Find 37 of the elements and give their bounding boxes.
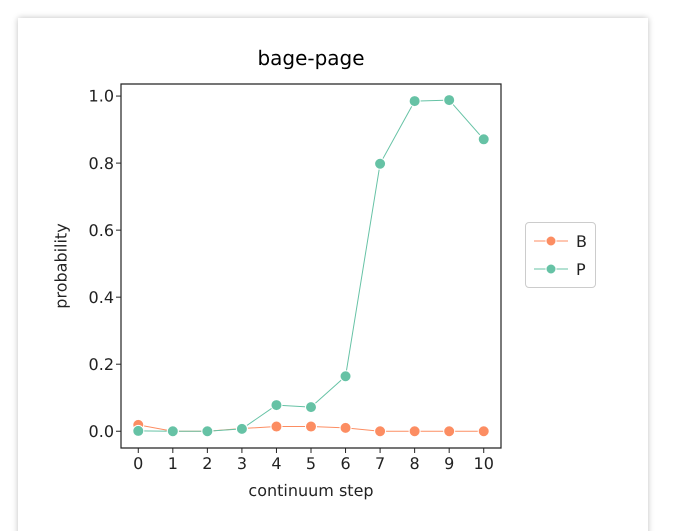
point bbox=[270, 399, 282, 412]
x-tick-label: 3 bbox=[236, 454, 248, 473]
point bbox=[408, 425, 421, 438]
point bbox=[443, 425, 456, 438]
x-tick-label: 5 bbox=[306, 454, 316, 473]
x-tick-label: 8 bbox=[410, 454, 420, 473]
y-tick-label: 0.4 bbox=[88, 288, 114, 307]
y-axis-title: probability bbox=[52, 223, 71, 309]
point bbox=[340, 422, 352, 434]
point bbox=[408, 95, 421, 108]
point bbox=[374, 158, 386, 170]
x-tick-label: 10 bbox=[474, 454, 494, 473]
y-tick-label: 1.0 bbox=[88, 86, 114, 106]
point bbox=[132, 424, 144, 437]
x-axis-title: continuum step bbox=[248, 481, 374, 500]
legend-label: P bbox=[576, 260, 586, 278]
x-tick-label: 4 bbox=[271, 454, 282, 473]
x-tick-label: 2 bbox=[202, 454, 212, 473]
point bbox=[305, 401, 317, 414]
point bbox=[478, 133, 490, 146]
x-tick-label: 9 bbox=[444, 454, 454, 473]
point bbox=[270, 420, 282, 433]
y-tick-label: 0.6 bbox=[88, 220, 114, 240]
y-tick-label: 0.2 bbox=[88, 354, 114, 374]
point bbox=[305, 420, 317, 433]
point bbox=[340, 370, 352, 382]
point bbox=[443, 94, 456, 106]
x-tick-label: 6 bbox=[340, 454, 351, 473]
x-tick-label: 0 bbox=[133, 454, 144, 473]
x-tick-label: 7 bbox=[374, 454, 386, 473]
x-tick-label: 1 bbox=[168, 454, 178, 473]
y-tick-label: 0.8 bbox=[88, 154, 114, 173]
point bbox=[478, 425, 490, 438]
point bbox=[374, 425, 386, 438]
chart-title: bage-page bbox=[256, 46, 366, 70]
y-tick-label: 0.0 bbox=[88, 422, 114, 441]
legend-label: B bbox=[576, 232, 587, 250]
